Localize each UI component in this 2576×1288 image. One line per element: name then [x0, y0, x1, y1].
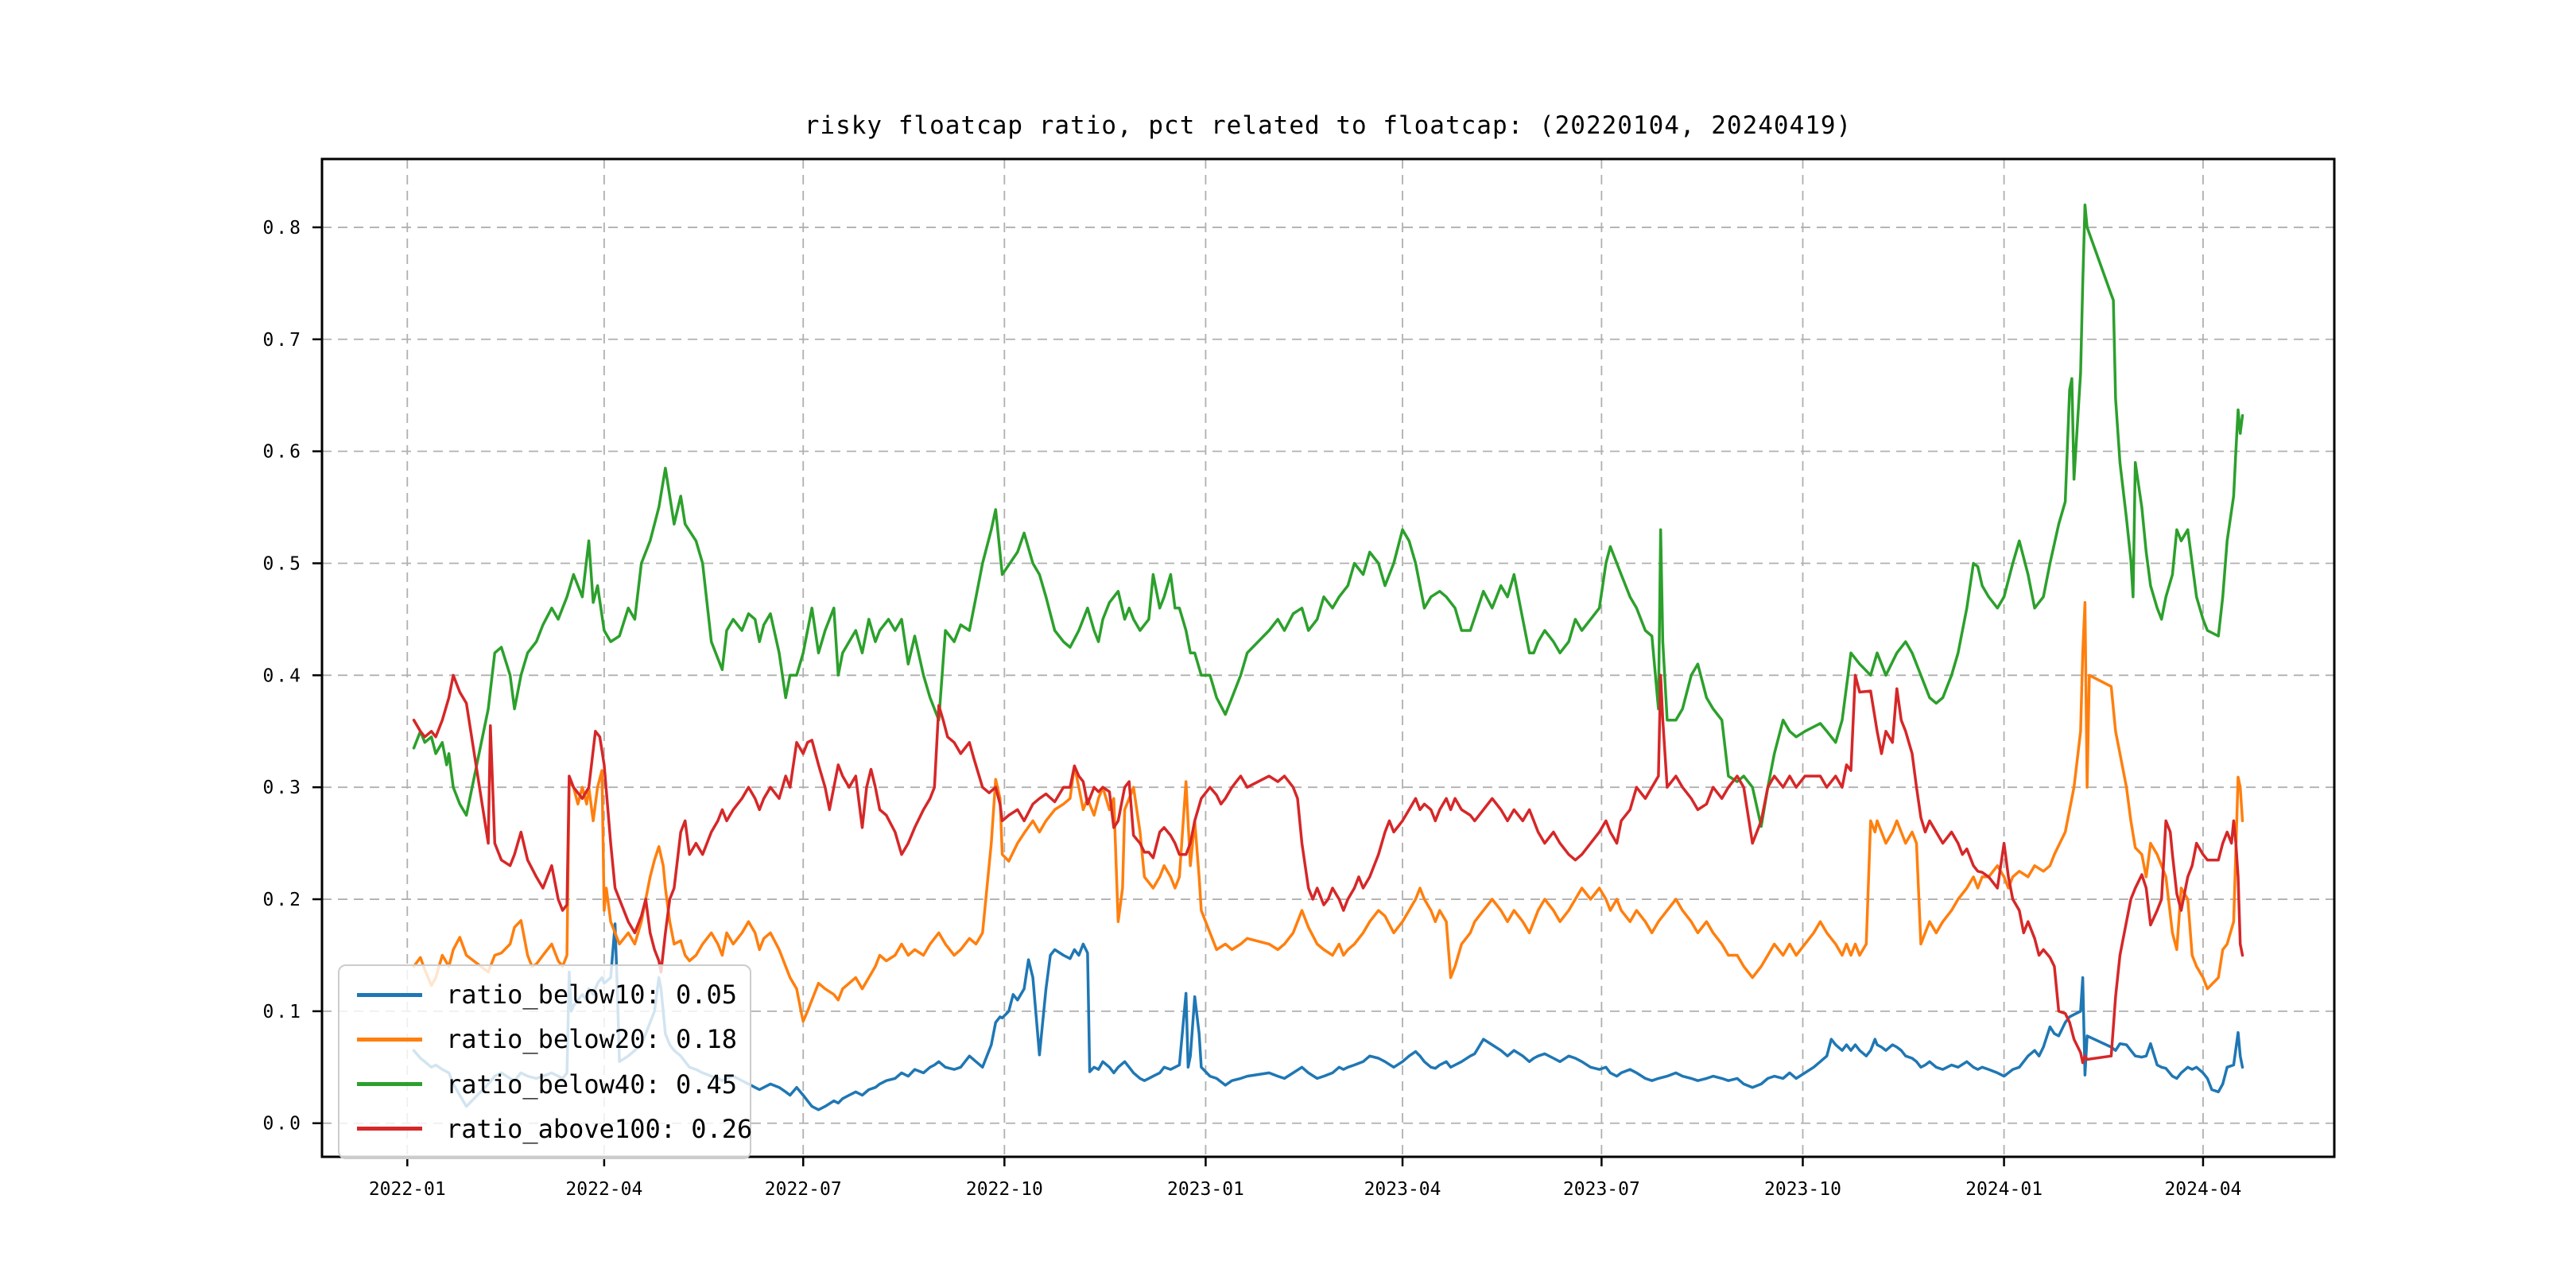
legend-label: ratio_below10: 0.05	[446, 980, 738, 1011]
series-line-ratio_above100	[412, 673, 2244, 1065]
y-tick-label: 0.7	[262, 330, 303, 351]
x-tick-label: 2022-01	[369, 1179, 446, 1200]
legend: ratio_below10: 0.05 ratio_below20: 0.18 ra…	[338, 964, 752, 1159]
legend-label: ratio_below20: 0.18	[446, 1024, 738, 1055]
legend-label: ratio_above100: 0.26	[446, 1113, 753, 1144]
legend-item: ratio_below40: 0.45	[347, 1064, 742, 1105]
x-tick-label: 2024-04	[2164, 1179, 2241, 1200]
x-tick-label: 2023-10	[1764, 1179, 1841, 1200]
x-tick-label: 2023-01	[1167, 1179, 1244, 1200]
x-tick-label: 2022-07	[765, 1179, 842, 1200]
legend-label: ratio_below40: 0.45	[446, 1069, 738, 1100]
legend-item: ratio_below20: 0.18	[347, 1018, 742, 1060]
y-tick-label: 0.5	[262, 553, 303, 574]
x-tick-label: 2023-04	[1364, 1179, 1441, 1200]
x-tick-label: 2023-07	[1563, 1179, 1640, 1200]
chart-title: risky floatcap ratio, pct related to flo…	[804, 111, 1852, 140]
y-tick-label: 0.8	[262, 218, 303, 239]
x-tick-label: 2022-04	[565, 1179, 642, 1200]
series-line-ratio_below40	[412, 203, 2244, 828]
legend-line-swatch	[357, 1037, 422, 1042]
y-tick-label: 0.1	[262, 1002, 303, 1022]
series-line-ratio_below20	[412, 601, 2244, 1023]
x-tick-label: 2022-10	[966, 1179, 1043, 1200]
x-tick-label: 2024-01	[1965, 1179, 2043, 1200]
legend-item: ratio_above100: 0.26	[347, 1108, 752, 1150]
legend-line-swatch	[357, 1082, 422, 1087]
axes-spines	[320, 157, 2336, 1158]
y-tick-label: 0.2	[262, 890, 303, 910]
legend-line-swatch	[357, 992, 422, 997]
legend-item: ratio_below10: 0.05	[347, 974, 742, 1015]
legend-line-swatch	[357, 1127, 422, 1131]
y-tick-label: 0.0	[262, 1114, 303, 1135]
y-tick-label: 0.3	[262, 778, 303, 798]
y-tick-label: 0.4	[262, 665, 303, 686]
y-tick-label: 0.6	[262, 442, 303, 463]
